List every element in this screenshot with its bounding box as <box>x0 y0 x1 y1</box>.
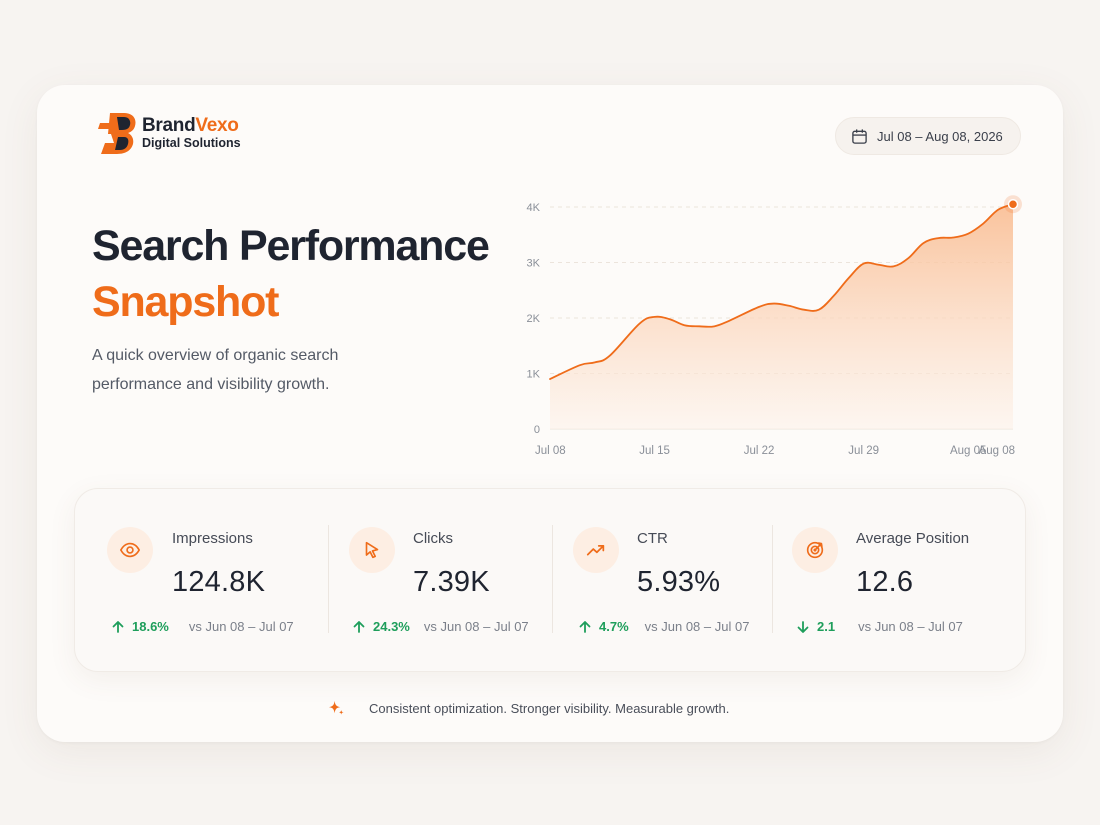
x-tick-label: Jul 08 <box>535 445 566 457</box>
arrow-down-icon <box>797 620 809 633</box>
y-tick-label: 2K <box>527 313 541 325</box>
arrow-up-icon <box>112 620 124 633</box>
brand-name: BrandVexo <box>142 115 241 136</box>
brandvexo-logo-icon <box>98 113 136 154</box>
area-fill <box>550 204 1013 429</box>
sparkle-icon <box>328 700 344 715</box>
target-icon <box>792 527 838 573</box>
page-title-line2: Snapshot <box>92 278 279 326</box>
stat-compare-period: vs Jun 08 – Jul 07 <box>423 619 529 634</box>
stat-change: 18.6% vs Jun 08 – Jul 07 <box>111 619 294 634</box>
y-tick-label: 1K <box>527 369 541 381</box>
brand-tagline: Digital Solutions <box>142 136 241 150</box>
stat-value: 12.6 <box>856 566 914 598</box>
cursor-icon <box>349 527 395 573</box>
stat-label: CTR <box>637 530 668 547</box>
stats-panel: Impressions 124.8K 18.6% vs Jun 08 – Jul… <box>74 488 1026 672</box>
page-title-line1: Search Performance <box>92 222 490 270</box>
stat-value: 124.8K <box>172 566 266 598</box>
performance-chart: 0 1K 2K 3K 4K Jul 08 Jul 15 Jul 22 Jul 29 Aug 05A… <box>527 195 1022 457</box>
footer-tagline: Consistent optimization. Stronger visibi… <box>327 699 729 718</box>
date-range-label: Jul 08 – Aug 08, 2026 <box>877 128 1003 144</box>
footer-text: Consistent optimization. Stronger visibi… <box>369 701 730 716</box>
last-data-point <box>1007 198 1019 210</box>
stat-compare-period: vs Jun 08 – Jul 07 <box>644 619 750 634</box>
stat-value: 5.93% <box>637 566 721 598</box>
x-tick-label: Aug 05 <box>950 445 986 457</box>
stats-divider <box>772 525 773 633</box>
stat-label: Impressions <box>172 530 253 547</box>
x-tick-label: Jul 22 <box>744 445 775 457</box>
stat-change: 24.3% vs Jun 08 – Jul 07 <box>352 619 529 634</box>
x-tick-label: Aug 08 <box>979 445 1015 457</box>
y-tick-label: 4K <box>527 202 541 214</box>
arrow-up-icon <box>579 620 591 633</box>
stat-change-value: 18.6% <box>132 619 169 634</box>
page-subtitle: A quick overview of organic search perfo… <box>92 347 339 393</box>
arrow-up-icon <box>353 620 365 633</box>
stat-value: 7.39K <box>413 566 490 598</box>
stats-divider <box>552 525 553 633</box>
stat-change: 4.7% vs Jun 08 – Jul 07 <box>578 619 749 634</box>
calendar-icon <box>852 128 867 144</box>
brand-name-part2: Vexo <box>195 115 239 136</box>
y-tick-label: 0 <box>534 424 540 436</box>
x-tick-label: Jul 15 <box>639 445 670 457</box>
stats-divider <box>328 525 329 633</box>
stat-label: Clicks <box>413 530 453 547</box>
brand-logo: BrandVexo Digital Solutions <box>97 111 241 155</box>
stat-compare-period: vs Jun 08 – Jul 07 <box>858 619 963 634</box>
stat-change: 2.1 vs Jun 08 – Jul 07 <box>796 619 963 634</box>
eye-icon <box>107 527 153 573</box>
brand-name-part1: Brand <box>142 115 196 136</box>
stat-change-value: 4.7% <box>599 619 629 634</box>
trend-up-icon <box>573 527 619 573</box>
page-title: Search Performance Snapshot <box>92 218 490 330</box>
stat-change-value: 24.3% <box>373 619 410 634</box>
x-tick-label: Jul 29 <box>848 445 879 457</box>
stat-label: Average Position <box>856 530 970 547</box>
y-tick-label: 3K <box>527 258 541 270</box>
series-line <box>549 203 1014 380</box>
stat-compare-period: vs Jun 08 – Jul 07 <box>188 619 294 634</box>
stat-change-value: 2.1 <box>817 619 836 634</box>
date-range-picker[interactable]: Jul 08 – Aug 08, 2026 <box>835 117 1021 155</box>
